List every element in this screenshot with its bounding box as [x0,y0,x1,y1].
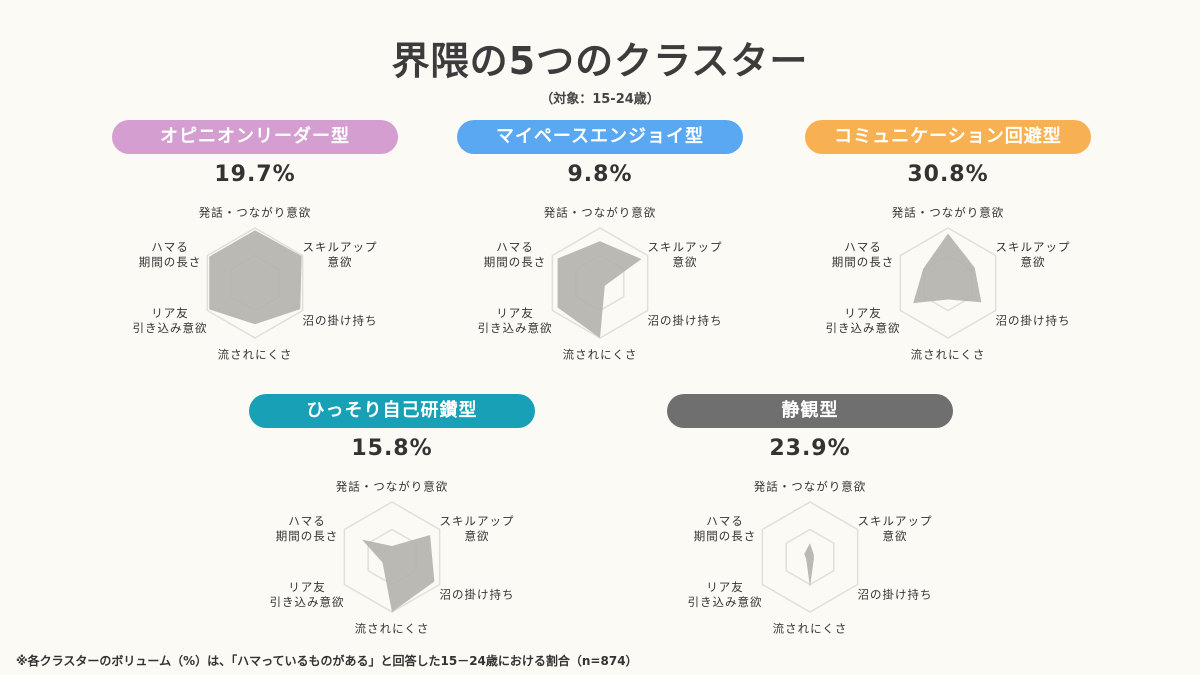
radar-axis-label: 流されにくさ [910,347,986,362]
cluster-card: オピニオンリーダー型 19.7% 発話・つながり意欲スキルアップ 意欲沼の掛け持ち流さ… [105,120,405,370]
radar-grid-ring [206,227,304,339]
radar-axis-label: スキルアップ 意欲 [857,514,933,543]
radar-axis-label: 発話・つながり意欲 [543,205,657,220]
radar-axis-label: 沼の掛け持ち [302,313,378,328]
cluster-card: 静観型 23.9% 発話・つながり意欲スキルアップ 意欲沼の掛け持ち流されにくさ リア友… [660,394,960,644]
radar-axis-label: スキルアップ 意欲 [995,240,1071,269]
radar-series-area [557,241,642,338]
radar-axis-label: 発話・つながり意欲 [198,205,312,220]
cluster-card: ひっそり自己研鑽型 15.8% 発話・つながり意欲スキルアップ 意欲沼の掛け持ち流され… [242,394,542,644]
radar-axis-label: ハマる 期間の長さ [275,514,339,543]
radar-axis-label: ハマる 期間の長さ [693,514,757,543]
radar-axis-label: 流されにくさ [217,347,293,362]
cluster-share: 15.8% [351,436,433,461]
radar-grid-ring [899,227,997,339]
cluster-share: 9.8% [567,162,633,187]
cluster-name-badge: マイペースエンジョイ型 [457,120,743,154]
radar-axis-label: 沼の掛け持ち [647,313,723,328]
radar-axis-label: 発話・つながり意欲 [335,479,449,494]
radar-axis-label: リア友 引き込み意欲 [269,580,345,609]
radar-series-area [804,543,814,588]
footnote: ※各クラスターのボリューム（%）は、「ハマっているものがある」と回答した15－2… [16,654,638,668]
cluster-name-badge: コミュニケーション回避型 [805,120,1091,154]
radar-chart [761,501,859,613]
radar-axis-label: 沼の掛け持ち [439,587,515,602]
radar-axis-label: スキルアップ 意欲 [647,240,723,269]
radar-axis-label: リア友 引き込み意欲 [825,306,901,335]
cluster-name-badge: ひっそり自己研鑽型 [249,394,535,428]
radar-chart [343,501,441,613]
radar-axis-label: スキルアップ 意欲 [439,514,515,543]
radar-axis-label: リア友 引き込み意欲 [132,306,208,335]
cluster-share: 30.8% [907,162,989,187]
radar-axis-label: ハマる 期間の長さ [831,240,895,269]
radar-axis-label: 沼の掛け持ち [995,313,1071,328]
radar-axis-label: 発話・つながり意欲 [753,479,867,494]
radar-series-area [209,230,302,325]
radar-axis-label: 流されにくさ [354,621,430,636]
radar-axis-label: 沼の掛け持ち [857,587,933,602]
radar-axis-label: 流されにくさ [562,347,638,362]
radar-axis-label: 流されにくさ [772,621,848,636]
radar-series-area [913,233,982,304]
cluster-share: 19.7% [214,162,296,187]
cluster-name-badge: 静観型 [667,394,953,428]
radar-axis-label: ハマる 期間の長さ [138,240,202,269]
radar-axis-label: スキルアップ 意欲 [302,240,378,269]
cluster-card: コミュニケーション回避型 30.8% 発話・つながり意欲スキルアップ 意欲沼の掛け持ち… [798,120,1098,370]
page-subtitle: （対象：15-24歳） [540,92,660,107]
radar-axis-label: リア友 引き込み意欲 [687,580,763,609]
radar-grid-ring [761,501,859,613]
radar-axis-label: リア友 引き込み意欲 [477,306,553,335]
radar-chart [551,227,649,339]
radar-chart [206,227,304,339]
radar-series-area [361,535,435,612]
radar-axis-label: 発話・つながり意欲 [891,205,1005,220]
radar-axis-label: ハマる 期間の長さ [483,240,547,269]
radar-chart [899,227,997,339]
page-title: 界隈の5つのクラスター [391,39,809,83]
cluster-name-badge: オピニオンリーダー型 [112,120,398,154]
cluster-share: 23.9% [769,436,851,461]
cluster-card: マイペースエンジョイ型 9.8% 発話・つながり意欲スキルアップ 意欲沼の掛け持ち流さ… [450,120,750,370]
